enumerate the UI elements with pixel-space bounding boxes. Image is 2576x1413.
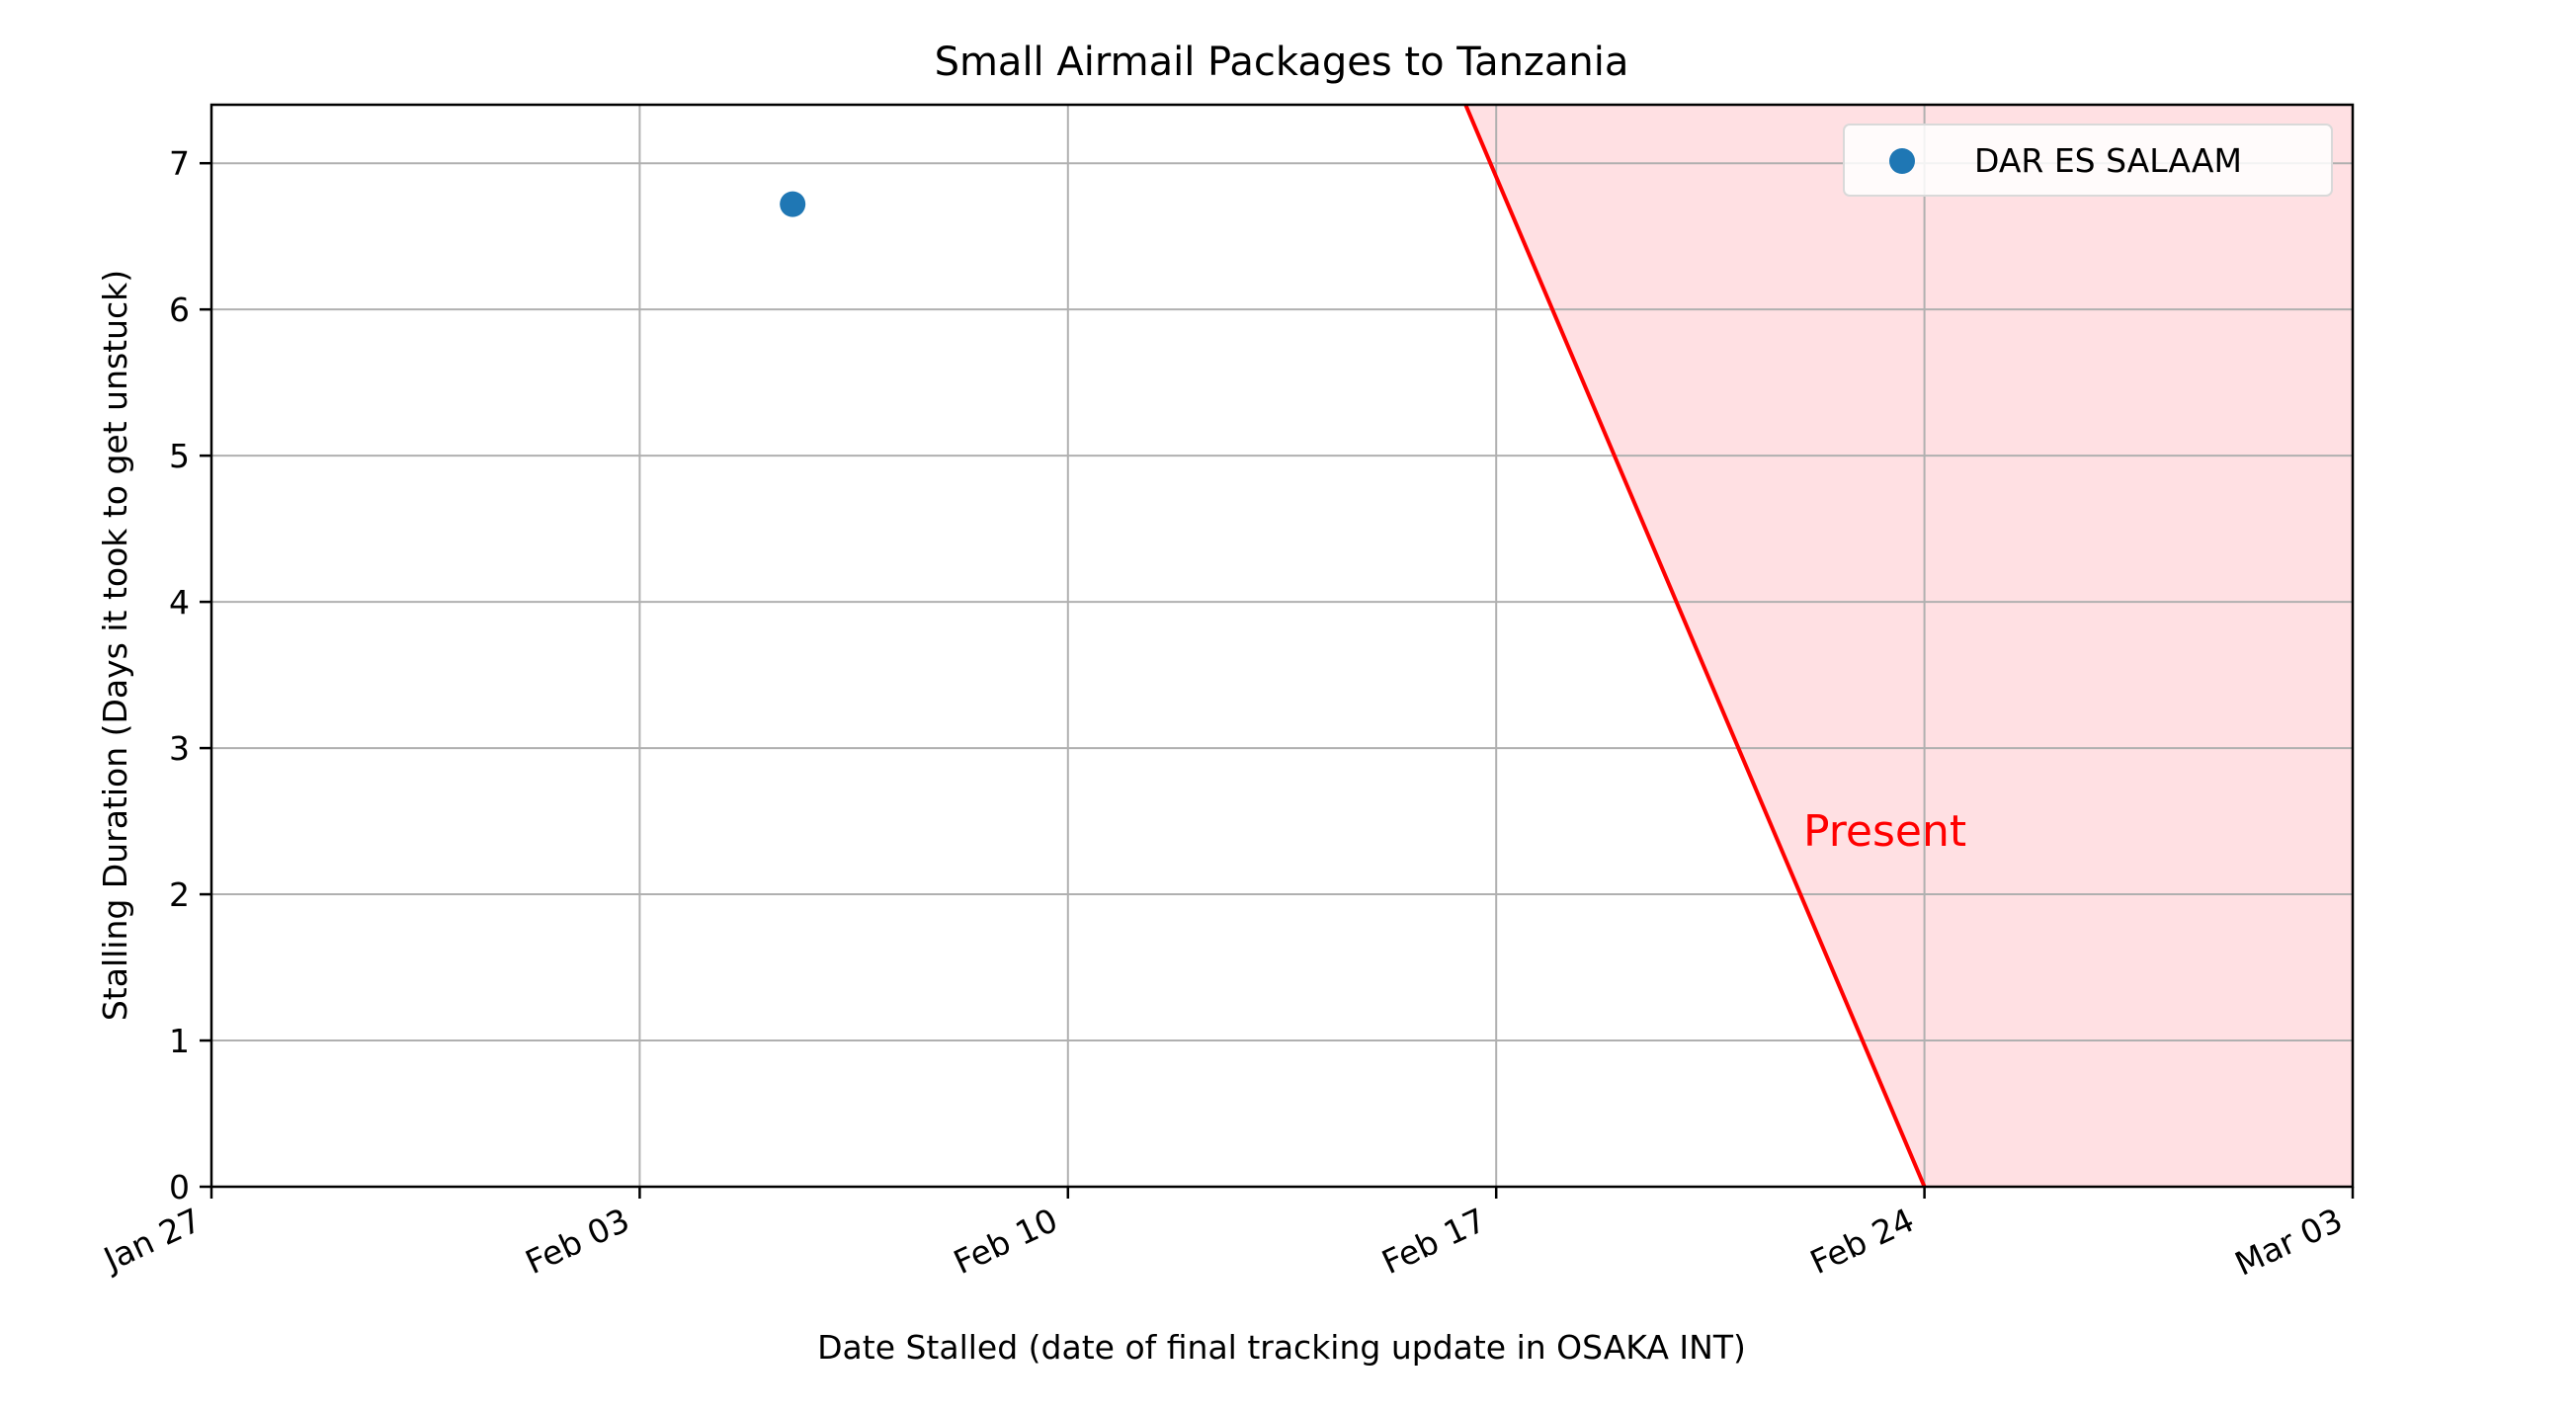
y-tick-label: 7 bbox=[169, 144, 190, 183]
present-annotation: Present bbox=[1803, 806, 1966, 857]
present-line bbox=[1463, 105, 1927, 1187]
x-tick-label: Feb 24 bbox=[1804, 1201, 1920, 1282]
y-tick-label: 1 bbox=[169, 1022, 190, 1060]
y-tick-label: 4 bbox=[169, 583, 190, 622]
y-tick-label: 2 bbox=[169, 875, 190, 914]
y-axis-label: Stalling Duration (Days it took to get u… bbox=[96, 270, 134, 1021]
plot-clipped-group bbox=[211, 105, 2353, 1187]
x-tick-label: Mar 03 bbox=[2229, 1201, 2348, 1284]
x-tick-label: Jan 27 bbox=[96, 1201, 207, 1280]
present-shaded-region bbox=[1465, 105, 2353, 1187]
legend-box bbox=[1843, 124, 2333, 197]
axes-frame bbox=[209, 103, 2355, 1189]
legend-label: DAR ES SALAAM bbox=[1974, 141, 2242, 180]
legend: DAR ES SALAAM bbox=[1843, 124, 2333, 197]
x-tick-label: Feb 17 bbox=[1376, 1201, 1492, 1282]
x-tick-label: Feb 10 bbox=[948, 1201, 1063, 1282]
y-tick-label: 0 bbox=[169, 1168, 190, 1206]
y-tick-label: 5 bbox=[169, 437, 190, 475]
x-tick-label: Feb 03 bbox=[520, 1201, 635, 1282]
plot-area: Jan 27 Feb 03 Feb 10 Feb 17 Feb 24 Mar 03 0 1 2 3… bbox=[96, 103, 2355, 1284]
legend-marker bbox=[1889, 148, 1915, 174]
y-tick-label: 3 bbox=[169, 729, 190, 768]
data-point bbox=[780, 191, 806, 217]
y-tick-label: 6 bbox=[169, 291, 190, 329]
x-axis-label: Date Stalled (date of final tracking upd… bbox=[817, 1328, 1746, 1367]
chart-title: Small Airmail Packages to Tanzania bbox=[935, 40, 1629, 85]
